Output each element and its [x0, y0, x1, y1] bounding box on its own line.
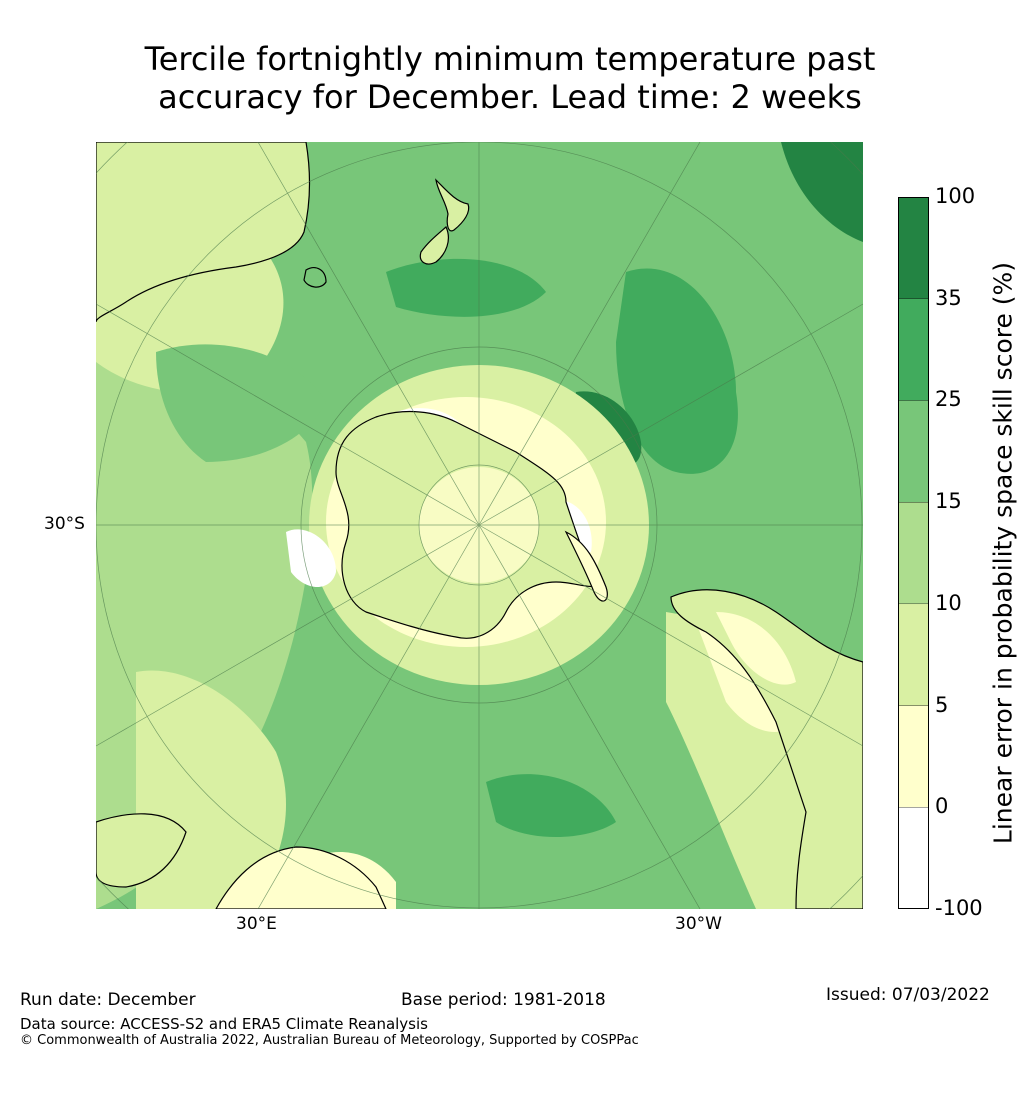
new-zealand-south — [419, 226, 449, 265]
colorbar-swatch — [898, 197, 929, 299]
meridian-30e — [257, 524, 480, 909]
tasmania — [303, 267, 327, 288]
colorbar-tick-label: 10 — [935, 590, 962, 615]
meridian-120w — [478, 303, 863, 526]
colorbar-swatch — [898, 501, 929, 605]
issued-date: Issued: 07/03/2022 — [826, 985, 990, 1005]
region-green-nw — [156, 344, 326, 462]
region-ne-dark — [781, 142, 863, 242]
meridian-60e — [96, 524, 480, 747]
meridian-150w — [478, 142, 701, 526]
meridian-60w — [478, 524, 863, 747]
colorbar-tick-label: -100 — [935, 896, 983, 920]
run-date: Run date: December — [20, 990, 196, 1010]
south-america — [670, 589, 863, 909]
colorbar — [898, 197, 929, 909]
meridian-150e — [257, 142, 480, 526]
africa-south — [215, 846, 387, 909]
meridian-120e — [96, 303, 480, 526]
colorbar-title: Linear error in probability space skill … — [988, 261, 1018, 845]
colorbar-tick-label: 5 — [935, 692, 949, 717]
label-30s: 30°S — [44, 514, 85, 534]
australia — [96, 142, 311, 323]
colorbar-swatch — [898, 400, 929, 503]
chart-title: Tercile fortnightly minimum temperature … — [0, 40, 1020, 116]
region-white-west — [286, 529, 336, 587]
data-source: Data source: ACCESS-S2 and ERA5 Climate … — [20, 1015, 428, 1033]
colorbar-tick-label: 35 — [935, 285, 962, 310]
south-america-pale — [716, 612, 796, 685]
region-ne-mid — [616, 268, 738, 474]
region-mid-s — [486, 774, 616, 837]
colorbar-tick-label: 25 — [935, 387, 962, 412]
polar-skill-map — [96, 142, 863, 909]
label-30w: 30°W — [675, 914, 722, 934]
colorbar-swatch — [898, 603, 929, 706]
antarctic-peninsula — [564, 530, 608, 602]
colorbar-swatch — [898, 705, 929, 808]
meridian-30w — [478, 524, 701, 909]
label-30e: 30°E — [236, 914, 277, 934]
title-line-1: Tercile fortnightly minimum temperature … — [144, 40, 876, 78]
region-mid-ring-n — [386, 258, 546, 317]
colorbar-tick-label: 0 — [935, 794, 949, 819]
copyright: © Commonwealth of Australia 2022, Austra… — [20, 1033, 639, 1048]
base-period: Base period: 1981-2018 — [401, 990, 606, 1010]
new-zealand-north — [435, 178, 470, 232]
colorbar-tick-label: 15 — [935, 489, 962, 514]
colorbar-swatch — [898, 807, 929, 909]
title-line-2: accuracy for December. Lead time: 2 week… — [158, 78, 862, 116]
colorbar-swatch — [898, 298, 929, 401]
colorbar-tick-label: 100 — [935, 184, 976, 208]
colorbar-frame — [898, 197, 929, 909]
graticule — [96, 142, 863, 909]
africa — [96, 813, 187, 888]
